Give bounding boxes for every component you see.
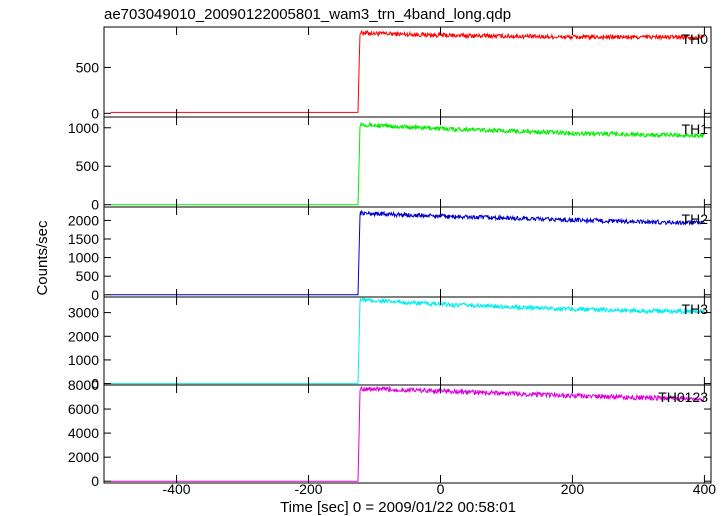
series-label-th2: TH2 <box>682 211 709 227</box>
series-th1 <box>110 121 705 206</box>
y-tick-label: 3000 <box>68 305 99 321</box>
series-label-th0123: TH0123 <box>658 389 708 405</box>
series-th0 <box>110 29 705 113</box>
y-tick-label: 0 <box>91 287 99 303</box>
y-tick-label: 8000 <box>68 377 99 393</box>
y-tick-label: 0 <box>91 473 99 489</box>
y-tick-label: 500 <box>76 59 100 75</box>
panel-th0: 0 500 TH0 <box>76 26 712 121</box>
y-tick-label: 2000 <box>68 449 99 465</box>
x-tick-label: 400 <box>693 481 717 497</box>
series-th3 <box>110 296 705 385</box>
panel-frame <box>103 384 712 484</box>
y-tick-label: 1500 <box>68 231 99 247</box>
series-label-th3: TH3 <box>682 301 709 317</box>
panel-frame <box>103 26 712 118</box>
x-tick-label: -400 <box>163 481 191 497</box>
series-label-th1: TH1 <box>682 121 709 137</box>
series-th2 <box>110 209 705 296</box>
y-tick-label: 0 <box>91 105 99 121</box>
panel-frame <box>103 206 712 298</box>
x-tick-label: 200 <box>561 481 585 497</box>
y-tick-label: 500 <box>76 158 100 174</box>
panel-th0123: 0 2000 4000 6000 8000 TH0123 <box>68 377 712 489</box>
y-tick-label: 6000 <box>68 401 99 417</box>
panel-th1: 0 500 1000 TH1 <box>68 116 712 213</box>
panel-frame <box>103 116 712 208</box>
x-tick-label: 0 <box>437 481 445 497</box>
y-tick-label: 0 <box>91 197 99 213</box>
y-axis-label: Counts/sec <box>34 220 51 296</box>
x-tick-label: -200 <box>295 481 323 497</box>
series-th0123 <box>110 385 705 482</box>
y-tick-label: 2000 <box>68 328 99 344</box>
panel-th3: 0 1000 2000 3000 TH3 <box>68 296 712 392</box>
y-tick-label: 500 <box>76 268 100 284</box>
series-label-th0: TH0 <box>682 31 709 47</box>
y-tick-label: 1000 <box>68 120 99 136</box>
panel-th2: 0 500 1000 1500 2000 TH2 <box>68 206 712 303</box>
y-tick-label: 0 <box>91 376 99 392</box>
y-tick-label: 2000 <box>68 212 99 228</box>
y-tick-label: 1000 <box>68 352 99 368</box>
y-tick-label: 4000 <box>68 425 99 441</box>
y-tick-label: 1000 <box>68 250 99 266</box>
x-axis-label: Time [sec] 0 = 2009/01/22 00:58:01 <box>280 499 516 516</box>
chart-title: ae703049010_20090122005801_wam3_trn_4ban… <box>104 6 511 23</box>
